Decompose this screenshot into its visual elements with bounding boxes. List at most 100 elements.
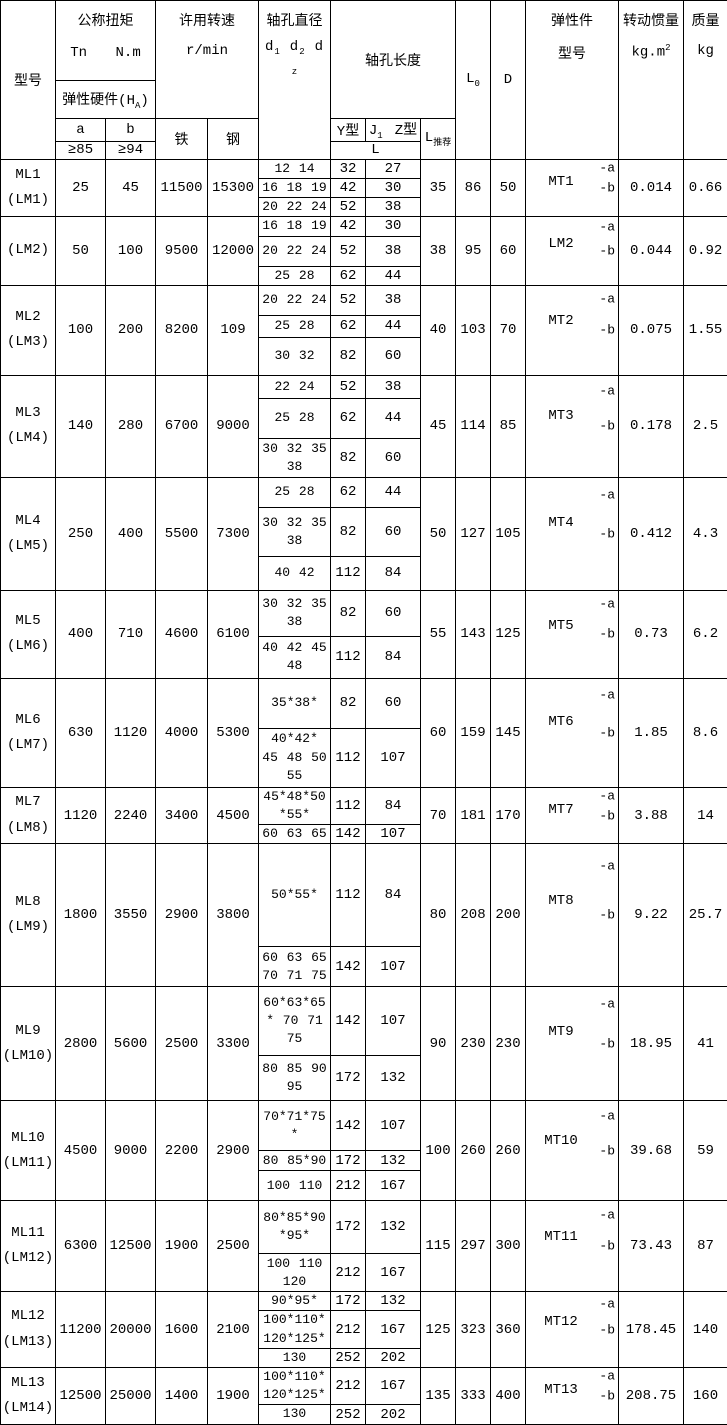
torque-b-cell: 5600: [106, 987, 156, 1101]
torque-b-cell: 2240: [106, 787, 156, 844]
torque-b-cell: 9000: [106, 1101, 156, 1201]
elastic-cell: MT11-a-b: [526, 1201, 619, 1292]
l0-cell: 208: [456, 844, 491, 987]
elastic-b: -b: [599, 323, 615, 338]
mass-cell: 0.66: [684, 159, 727, 217]
l-rec-cell: 125: [421, 1292, 456, 1368]
bore-cell: 100*110* 120*125*: [259, 1311, 331, 1348]
len-y-cell: 112: [331, 636, 366, 678]
model-cell: ML10(LM11): [1, 1101, 56, 1201]
model-line1: ML13: [1, 1371, 55, 1396]
len-y-cell: 252: [331, 1348, 366, 1367]
elastic-b: -b: [599, 526, 615, 541]
hardness-text: 弹性硬件(H: [62, 93, 135, 109]
len-y-cell: 142: [331, 825, 366, 844]
d1-sub: 1: [274, 47, 280, 57]
elastic-b: -b: [599, 627, 615, 642]
lrec-sub: 推荐: [433, 138, 451, 148]
d-cell: 400: [491, 1368, 526, 1425]
model-line2: (LM4): [1, 426, 55, 451]
len-jz-cell: 44: [366, 266, 421, 285]
len-jz-cell: 44: [366, 315, 421, 337]
d-cell: 125: [491, 590, 526, 678]
mass-cell: 8.6: [684, 678, 727, 787]
len-y-cell: 252: [331, 1405, 366, 1424]
j1-sub: 1: [377, 131, 382, 141]
inertia-cell: 9.22: [619, 844, 684, 987]
d-cell: 260: [491, 1101, 526, 1201]
len-y-cell: 112: [331, 556, 366, 590]
speed-steel-cell: 1900: [208, 1368, 259, 1425]
torque-a-cell: 11200: [56, 1292, 106, 1368]
model-line2: (LM10): [1, 1044, 55, 1069]
inertia-cell: 178.45: [619, 1292, 684, 1368]
dz-sub-line: z: [259, 59, 330, 77]
bore-title: 轴孔直径: [259, 10, 330, 30]
speed-iron-cell: 4000: [156, 678, 208, 787]
elastic-model: MT4: [530, 515, 592, 531]
speed-iron-cell: 11500: [156, 159, 208, 217]
model-cell: ML1(LM1): [1, 159, 56, 217]
len-jz-cell: 60: [366, 438, 421, 477]
torque-b-cell: 280: [106, 375, 156, 477]
torque-b-cell: 200: [106, 285, 156, 375]
model-cell: ML5(LM6): [1, 590, 56, 678]
mass-cell: 25.7: [684, 844, 727, 987]
torque-a-cell: 250: [56, 477, 106, 590]
bore-cell: 80 85 90 95: [259, 1056, 331, 1101]
speed-iron-cell: 6700: [156, 375, 208, 477]
bore-cell: 40*42* 45 48 50 55: [259, 728, 331, 787]
len-jz-cell: 167: [366, 1368, 421, 1405]
elastic-model: MT1: [530, 174, 592, 190]
bore-cell: 100 110 120: [259, 1254, 331, 1292]
speed-iron-cell: 2200: [156, 1101, 208, 1201]
len-jz-cell: 132: [366, 1056, 421, 1101]
speed-iron-cell: 1400: [156, 1368, 208, 1425]
l-rec-cell: 115: [421, 1201, 456, 1292]
torque-b-cell: 400: [106, 477, 156, 590]
elastic-a: -a: [599, 687, 615, 702]
torque-b-cell: 45: [106, 159, 156, 217]
elastic-a: -a: [599, 161, 615, 176]
len-y-cell: 52: [331, 198, 366, 217]
table-row: ML3(LM4) 140 280 6700 9000 22 24 52 38 4…: [1, 375, 727, 398]
l0-cell: 333: [456, 1368, 491, 1425]
len-y-cell: 42: [331, 217, 366, 236]
model-cell: ML12(LM13): [1, 1292, 56, 1368]
elastic-cell: MT5-a-b: [526, 590, 619, 678]
speed-steel-cell: 15300: [208, 159, 259, 217]
inertia-cell: 0.178: [619, 375, 684, 477]
speed-iron-cell: 3400: [156, 787, 208, 844]
torque-b-cell: 20000: [106, 1292, 156, 1368]
len-y-cell: 62: [331, 315, 366, 337]
speed-iron-cell: 2900: [156, 844, 208, 987]
len-y-cell: 172: [331, 1292, 366, 1311]
d2-sub: 2: [299, 47, 305, 57]
elastic-model: MT10: [530, 1133, 592, 1149]
elastic-cell: MT1-a-b: [526, 159, 619, 217]
header-ge94: ≥94: [106, 141, 156, 159]
len-jz-cell: 167: [366, 1171, 421, 1201]
len-y-cell: 62: [331, 398, 366, 438]
len-y-cell: 82: [331, 507, 366, 556]
len-jz-cell: 202: [366, 1348, 421, 1367]
dz-symbol: d: [315, 39, 324, 55]
bore-cell: 100 110: [259, 1171, 331, 1201]
model-cell: ML11(LM12): [1, 1201, 56, 1292]
mass-unit: kg: [684, 43, 727, 59]
model-line2: (LM5): [1, 534, 55, 559]
speed-steel-cell: 109: [208, 285, 259, 375]
header-l0: L0: [456, 1, 491, 160]
inertia-unit: kg.m2: [619, 43, 683, 61]
len-jz-cell: 27: [366, 159, 421, 178]
len-y-cell: 32: [331, 159, 366, 178]
inertia-cell: 1.85: [619, 678, 684, 787]
len-y-cell: 212: [331, 1254, 366, 1292]
bore-cell: 30 32 35 38: [259, 507, 331, 556]
elastic-b: -b: [599, 1322, 615, 1337]
header-col-b: b: [106, 119, 156, 142]
